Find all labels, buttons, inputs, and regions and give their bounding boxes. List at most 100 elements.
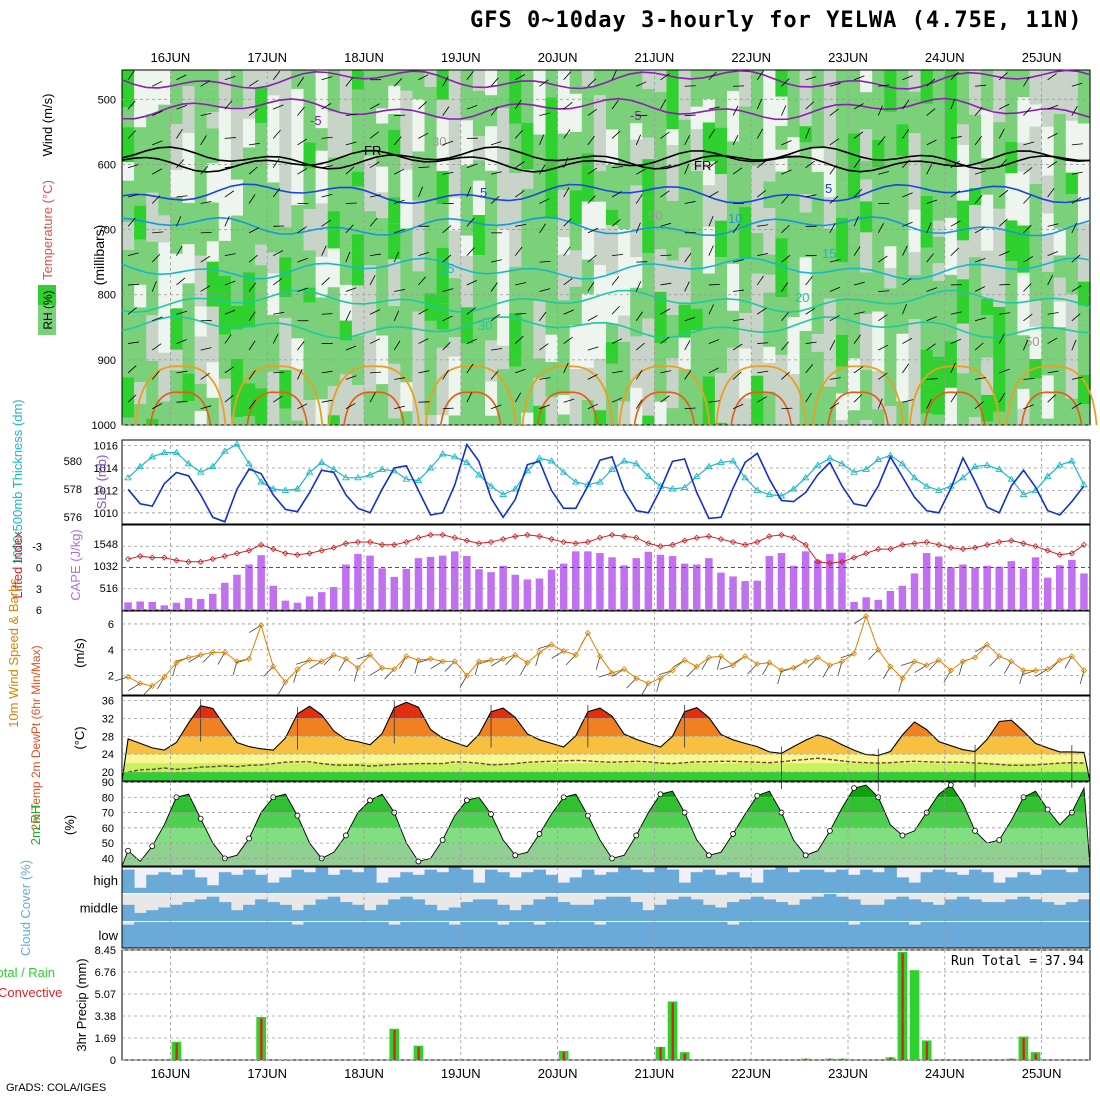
wind-barb [490,106,499,116]
rh-cell [981,421,994,425]
cloud-bar [739,922,752,948]
wind-barb [345,202,357,204]
cloud-bar [654,904,667,921]
wind-barb [151,370,160,380]
wind-barb [1023,256,1034,263]
rh-cell [364,320,377,361]
cloud-bar [291,869,304,893]
cloud-bar [351,872,365,893]
cloud-bar [134,887,147,893]
wind-barb [926,398,932,409]
li-point [500,536,507,543]
rh-cell [303,70,317,106]
wind-barb [345,113,357,116]
wind-barb [708,400,720,403]
wind-barb [272,129,281,139]
rh-cell [315,203,329,257]
precip-conv-bar [901,953,904,1060]
li-point [875,546,882,553]
wind10-barb [217,652,226,665]
wind10-barb [989,655,1000,667]
wind-barb [829,377,841,380]
wind-barb [805,128,811,139]
rh-cell [993,275,1006,307]
wind-barb [829,402,840,410]
wind-barb [684,163,690,175]
rh-cell [545,97,559,148]
rh-cell [1005,220,1018,262]
li-point [1032,543,1039,550]
wind-barb [151,195,161,204]
rh-cell [751,165,764,217]
cloud-bar [339,869,353,893]
rh-cell [170,253,184,273]
wind-barb [176,216,182,227]
rh-cell [763,208,776,255]
rh-cell [908,339,922,393]
temp-tick-label: 36 [102,695,114,707]
wind-barb [248,227,259,234]
wind10-barb [701,657,710,670]
rh-cell [291,368,305,421]
pressure-units-label: (millibars) [91,225,107,286]
rh-cell [485,95,498,127]
rh-cell [134,205,147,240]
rh-cell [932,236,946,264]
rh-cell [666,222,680,261]
rh-cell [291,321,305,339]
pressure-tick-label: 1000 [92,420,116,432]
li-point [766,533,773,540]
li-point [681,537,688,544]
rh-cell [1029,378,1043,425]
wind-barb [272,70,281,81]
li-point [947,544,954,551]
rh-cell [509,173,522,218]
credit-label: GrADS: COLA/IGES [6,1082,107,1094]
wind-barb [466,104,478,110]
rh-cell [267,150,280,183]
li-point [524,531,531,538]
wind-barb [660,99,667,110]
rh-cell [702,161,716,186]
cloud-bar [714,922,728,948]
rh-cell [460,235,474,256]
rh-cell [969,164,982,188]
wind-barb [442,369,449,380]
run-total-label: Run Total = 37.94 [951,954,1084,969]
rh-cell [739,70,752,107]
wind10-point [1008,658,1015,665]
rh-cell [618,70,631,125]
wind-barb [321,277,330,286]
rh-cell [472,180,486,216]
wind-barb [587,315,598,322]
rh-cell [606,129,619,166]
rh-cell [230,215,244,261]
rh-cell [497,70,510,108]
cape-bar [922,553,931,610]
wind10-point [354,664,362,671]
cloud-bar [1041,922,1055,948]
wind-tick-label: 6 [108,619,114,631]
wind10-point [548,641,555,648]
rh-cell [448,100,462,142]
rh-cell [557,190,571,237]
rh-cell [908,252,922,276]
rh2m-point [802,852,809,859]
wind-barb [877,398,883,409]
rh-cell [993,70,1006,123]
rh-cell [182,283,196,337]
wind-barb [248,166,258,175]
boundary-layer-contour [633,391,696,426]
wind-barb [418,308,429,315]
rh-cell [969,70,982,115]
contour-label: -5 [630,108,642,123]
boundary-layer-contour [827,391,889,426]
rh-cell [182,336,196,374]
rh-cell [969,274,982,324]
rh-cell [751,332,764,376]
rh-cell [606,341,619,364]
wind-barb [998,159,1007,168]
rh-cell [751,118,764,166]
wind-barb [466,163,478,169]
rh-cell [400,169,413,229]
